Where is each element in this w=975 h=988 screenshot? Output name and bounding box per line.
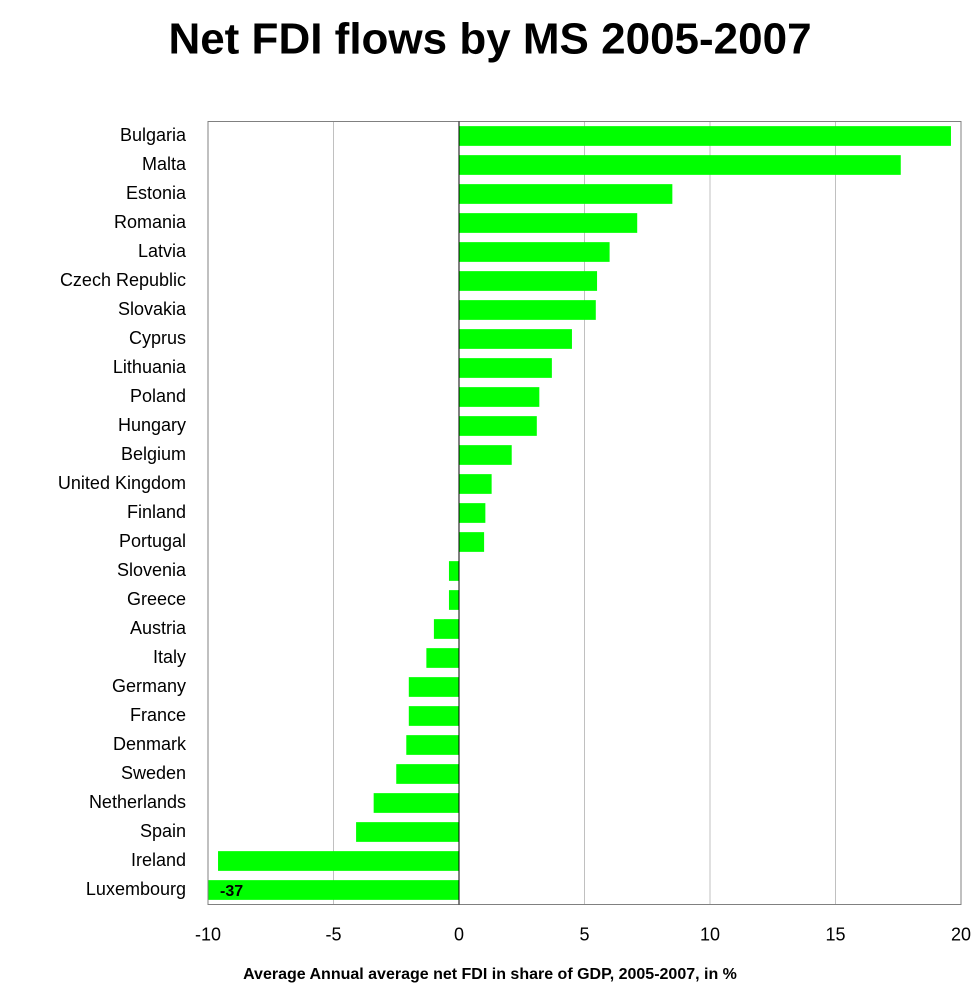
y-tick-label: Cyprus bbox=[129, 328, 186, 348]
y-tick-label: Slovakia bbox=[118, 299, 187, 319]
y-tick-label: Slovenia bbox=[117, 560, 187, 580]
y-tick-label: Portugal bbox=[119, 531, 186, 551]
bar bbox=[448, 590, 459, 610]
bar bbox=[459, 126, 951, 146]
bar bbox=[459, 445, 512, 465]
bar bbox=[459, 300, 596, 320]
x-tick-label: -5 bbox=[325, 924, 341, 944]
y-tick-label: Italy bbox=[153, 647, 186, 667]
y-tick-label: Malta bbox=[142, 154, 187, 174]
y-tick-label: Netherlands bbox=[89, 792, 186, 812]
y-tick-label: Denmark bbox=[113, 734, 187, 754]
y-tick-label: Greece bbox=[127, 589, 186, 609]
y-tick-label: Austria bbox=[130, 618, 187, 638]
y-tick-label: Finland bbox=[127, 502, 186, 522]
bar bbox=[406, 735, 459, 755]
plot-frame bbox=[207, 121, 962, 905]
x-tick-label: 0 bbox=[454, 924, 464, 944]
y-tick-label: Romania bbox=[114, 212, 187, 232]
x-tick-label: 15 bbox=[825, 924, 845, 944]
bar bbox=[208, 880, 459, 900]
bar bbox=[433, 619, 459, 639]
value-label: -37 bbox=[220, 883, 243, 900]
y-tick-label: Belgium bbox=[121, 444, 186, 464]
y-tick-label: Sweden bbox=[121, 763, 186, 783]
bar bbox=[408, 677, 459, 697]
y-tick-label: Latvia bbox=[138, 241, 187, 261]
bar bbox=[396, 764, 459, 784]
bar bbox=[356, 822, 459, 842]
y-tick-label: United Kingdom bbox=[58, 473, 186, 493]
y-tick-label: Poland bbox=[130, 386, 186, 406]
y-tick-label: Estonia bbox=[126, 183, 187, 203]
bar bbox=[459, 271, 598, 291]
bar bbox=[459, 329, 572, 349]
x-tick-label: 10 bbox=[700, 924, 720, 944]
y-tick-label: Hungary bbox=[118, 415, 186, 435]
y-tick-label: Lithuania bbox=[113, 357, 187, 377]
bar bbox=[408, 706, 459, 726]
y-tick-label: Spain bbox=[140, 821, 186, 841]
bar bbox=[373, 793, 459, 813]
chart-title: Net FDI flows by MS 2005-2007 bbox=[168, 15, 811, 64]
bar bbox=[448, 561, 459, 581]
x-tick-label: -10 bbox=[195, 924, 221, 944]
bar bbox=[459, 474, 492, 494]
bar bbox=[459, 416, 537, 436]
y-tick-label: Czech Republic bbox=[60, 270, 186, 290]
bar bbox=[459, 213, 638, 233]
x-tick-label: 20 bbox=[951, 924, 971, 944]
bar bbox=[218, 851, 459, 871]
x-tick-label: 5 bbox=[579, 924, 589, 944]
bar bbox=[459, 503, 486, 523]
y-tick-label: Bulgaria bbox=[120, 125, 187, 145]
bar bbox=[459, 358, 552, 378]
x-axis-label: Average Annual average net FDI in share … bbox=[243, 966, 737, 983]
bar bbox=[459, 184, 673, 204]
bar bbox=[426, 648, 459, 668]
y-tick-label: Luxembourg bbox=[86, 879, 186, 899]
bar bbox=[459, 155, 901, 175]
bar bbox=[459, 242, 610, 262]
y-tick-label: France bbox=[130, 705, 186, 725]
y-tick-label: Ireland bbox=[131, 850, 186, 870]
y-tick-label: Germany bbox=[112, 676, 186, 696]
bar bbox=[459, 387, 540, 407]
bar bbox=[459, 532, 485, 552]
